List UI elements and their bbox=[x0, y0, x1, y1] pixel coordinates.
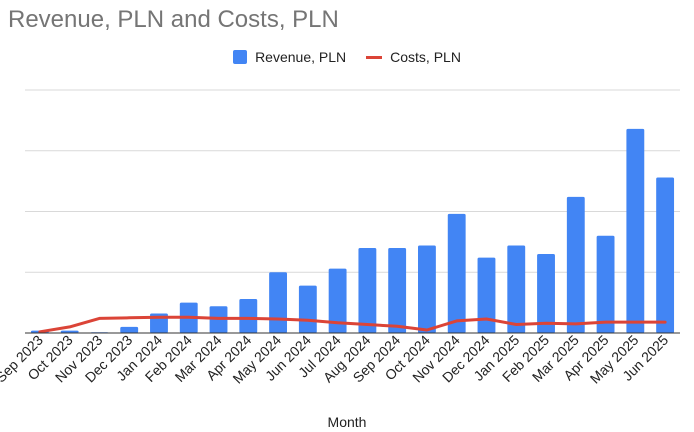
revenue-bar bbox=[537, 254, 555, 333]
legend-swatch-costs bbox=[366, 55, 383, 59]
revenue-bar bbox=[239, 298, 258, 333]
revenue-bar bbox=[358, 247, 377, 333]
revenue-bar bbox=[656, 177, 675, 333]
revenue-bar bbox=[269, 272, 287, 333]
revenue-bar bbox=[566, 196, 585, 333]
costs-line bbox=[38, 315, 667, 334]
legend-swatch-revenue bbox=[233, 50, 248, 64]
revenue-bars bbox=[30, 128, 675, 333]
revenue-bar bbox=[418, 245, 436, 333]
revenue-bar bbox=[477, 257, 496, 333]
revenue-bar bbox=[60, 330, 79, 333]
costs-line-path bbox=[38, 315, 667, 334]
revenue-bar bbox=[388, 247, 407, 333]
legend: Revenue, PLN Costs, PLN bbox=[0, 49, 694, 65]
revenue-bar bbox=[596, 235, 615, 333]
revenue-bar bbox=[120, 326, 139, 333]
legend-label-costs: Costs, PLN bbox=[390, 49, 461, 65]
revenue-bar bbox=[447, 213, 466, 333]
revenue-bar bbox=[298, 285, 317, 333]
x-axis-title: Month bbox=[327, 414, 367, 430]
chart-title: Revenue, PLN and Costs, PLN bbox=[8, 6, 339, 33]
legend-item-revenue[interactable]: Revenue, PLN bbox=[233, 49, 346, 65]
revenue-bar bbox=[507, 245, 526, 333]
legend-item-costs[interactable]: Costs, PLN bbox=[366, 49, 461, 65]
revenue-bar bbox=[626, 128, 645, 333]
legend-label-revenue: Revenue, PLN bbox=[255, 49, 347, 65]
revenue-bar bbox=[328, 268, 347, 333]
